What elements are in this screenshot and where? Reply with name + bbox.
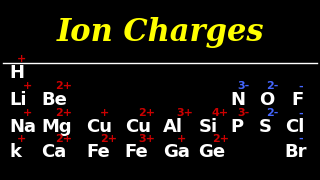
Text: 3+: 3+ [177, 108, 194, 118]
Text: 2-: 2- [266, 108, 279, 118]
Text: +: + [23, 108, 32, 118]
Text: Fe: Fe [125, 143, 148, 161]
Text: +: + [100, 108, 109, 118]
Text: -: - [298, 108, 303, 118]
Text: +: + [177, 134, 186, 144]
Text: Fe: Fe [86, 143, 110, 161]
Text: Ga: Ga [163, 143, 190, 161]
Text: Ge: Ge [198, 143, 226, 161]
Text: Cu: Cu [86, 118, 112, 136]
Text: 4+: 4+ [212, 108, 229, 118]
Text: 2+: 2+ [100, 134, 117, 144]
Text: 2+: 2+ [138, 108, 155, 118]
Text: Be: Be [42, 91, 68, 109]
Text: Ca: Ca [42, 143, 67, 161]
Text: 2+: 2+ [55, 134, 72, 144]
Text: +: + [17, 134, 26, 144]
Text: 2-: 2- [266, 81, 279, 91]
Text: +: + [17, 54, 26, 64]
Text: Mg: Mg [42, 118, 72, 136]
Text: 3-: 3- [237, 81, 250, 91]
Text: H: H [10, 64, 25, 82]
Text: +: + [23, 81, 32, 91]
Text: Na: Na [10, 118, 36, 136]
Text: Li: Li [10, 91, 27, 109]
Text: k: k [10, 143, 22, 161]
Text: Cl: Cl [285, 118, 304, 136]
Text: 3-: 3- [237, 108, 250, 118]
Text: 2+: 2+ [55, 81, 72, 91]
Text: 3+: 3+ [138, 134, 155, 144]
Text: N: N [230, 91, 245, 109]
Text: -: - [298, 81, 303, 91]
Text: Cu: Cu [125, 118, 151, 136]
Text: Ion Charges: Ion Charges [56, 17, 264, 48]
Text: Al: Al [163, 118, 183, 136]
Text: O: O [259, 91, 275, 109]
Text: F: F [291, 91, 303, 109]
Text: 2+: 2+ [55, 108, 72, 118]
Text: Si: Si [198, 118, 218, 136]
Text: Br: Br [285, 143, 307, 161]
Text: S: S [259, 118, 272, 136]
Text: -: - [298, 134, 303, 144]
Text: 2+: 2+ [212, 134, 229, 144]
Text: P: P [230, 118, 244, 136]
